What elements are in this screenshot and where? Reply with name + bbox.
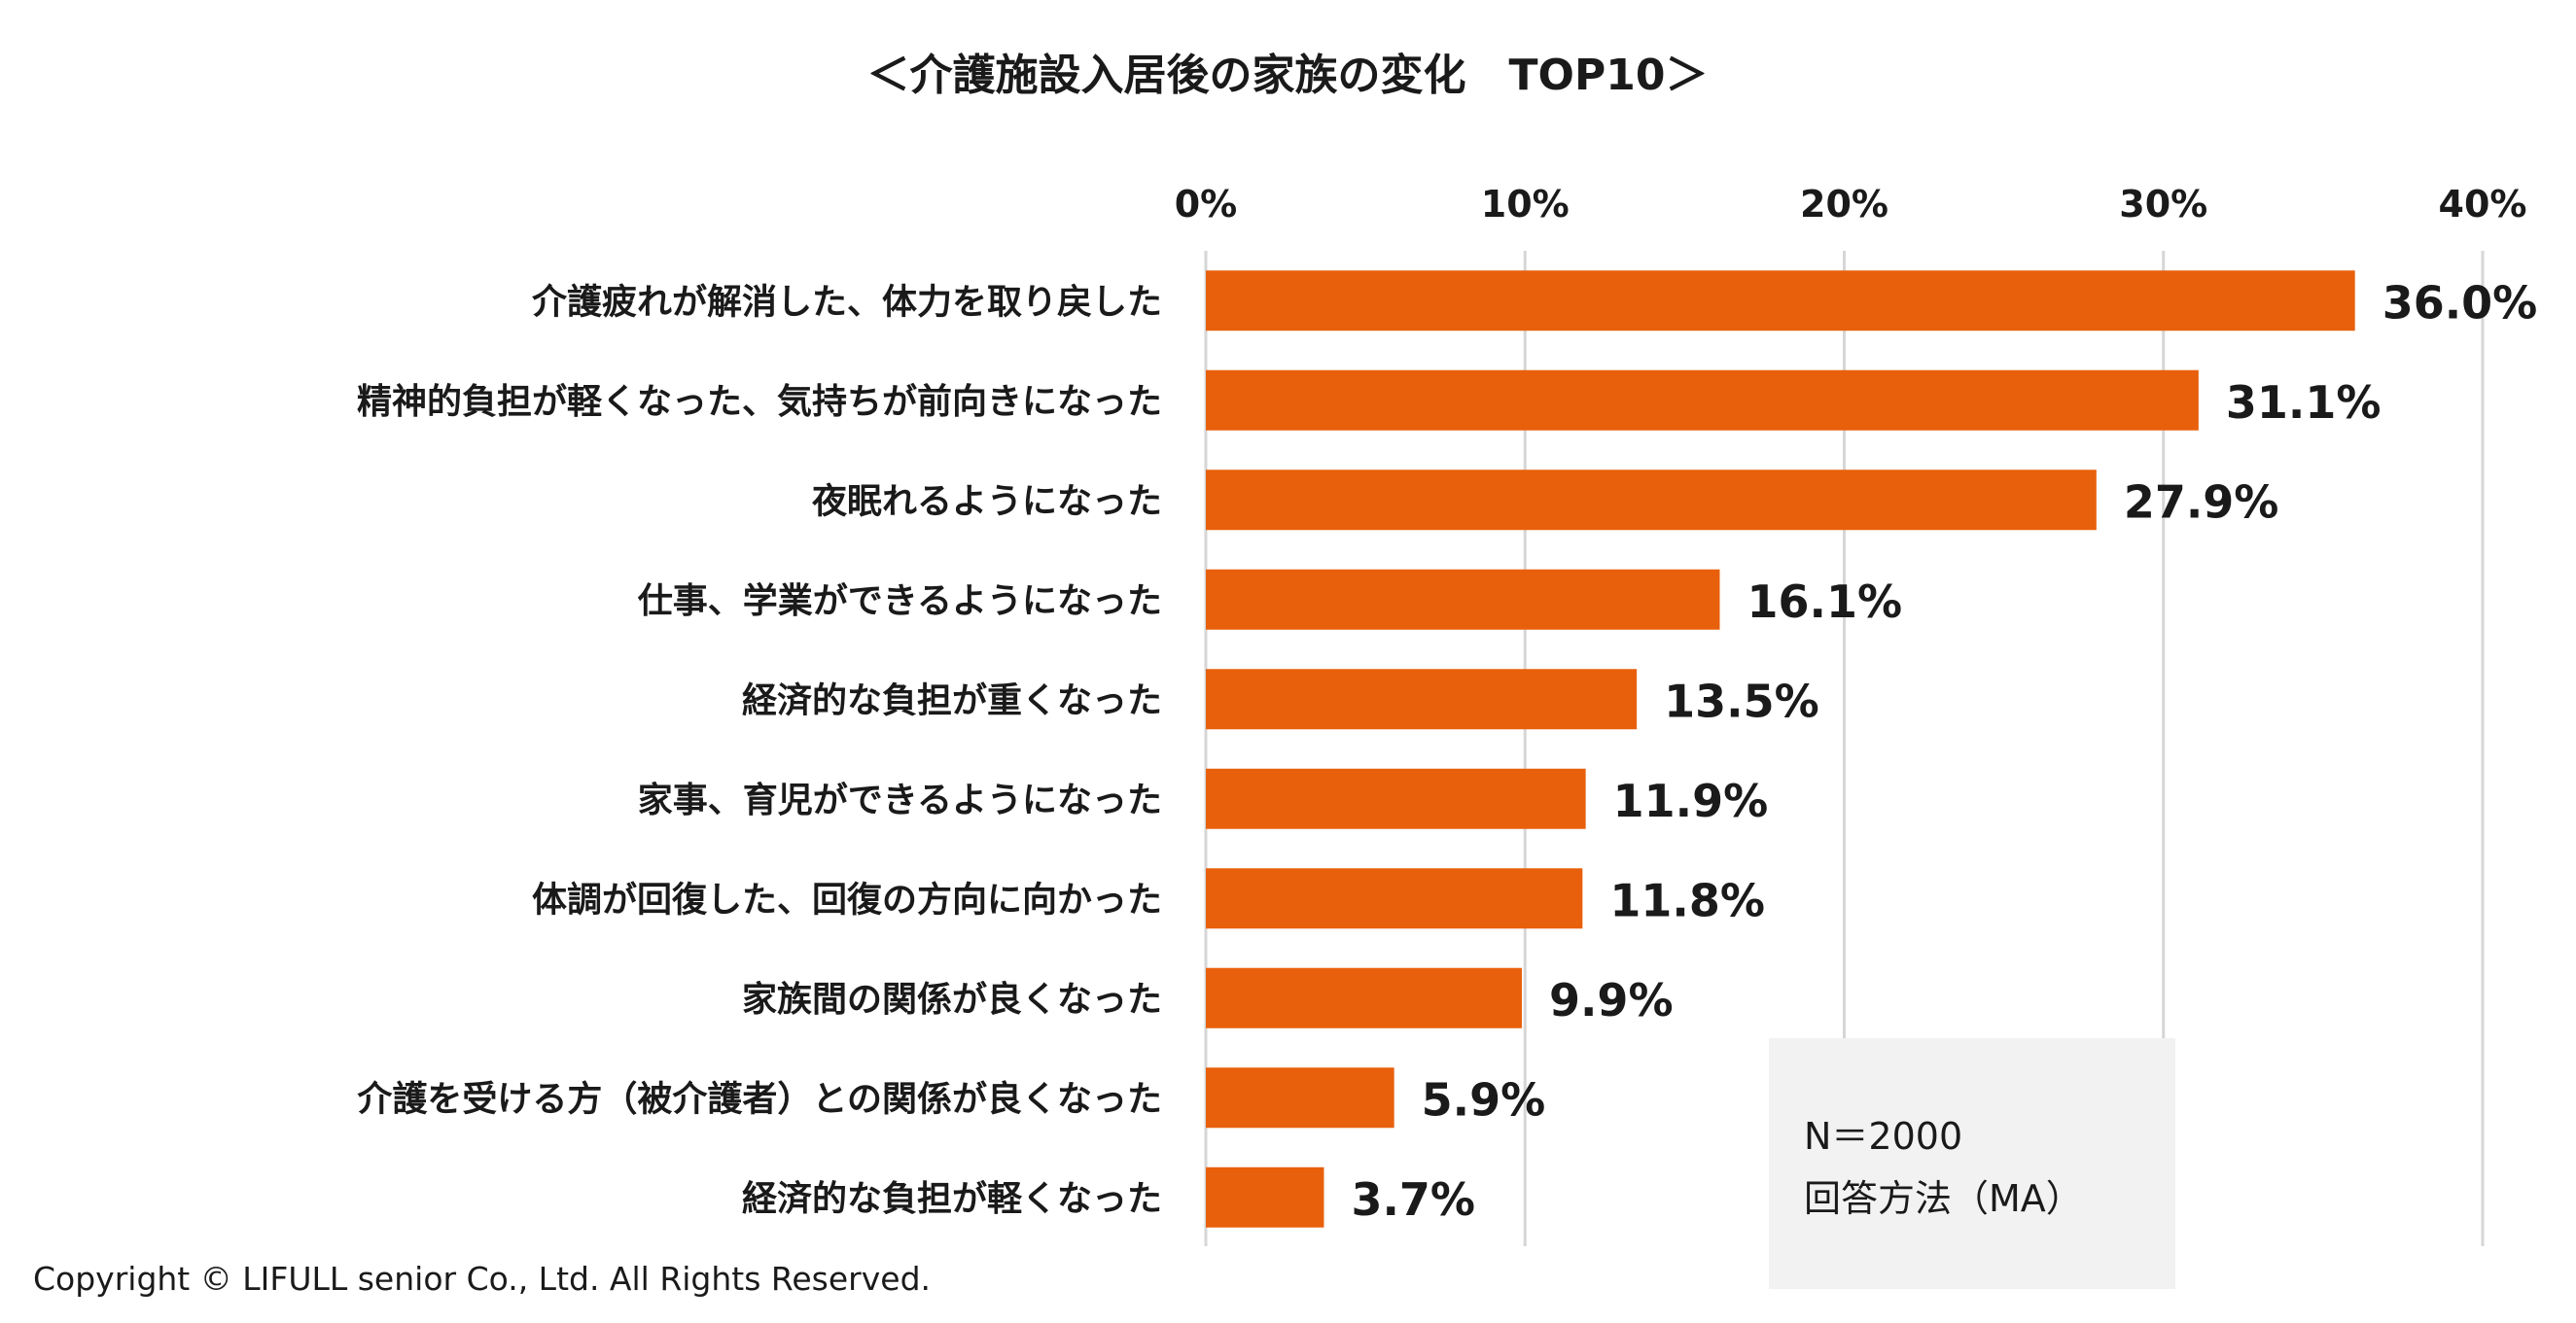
data-label: 27.9% <box>2124 475 2279 528</box>
data-label: 13.5% <box>1664 675 1819 727</box>
x-tick-label: 0% <box>1175 183 1238 226</box>
category-label: 家族間の関係が良くなった <box>742 980 1162 1020</box>
x-tick-label: 20% <box>1800 183 1888 226</box>
answer-method-text: 回答方法（MA） <box>1804 1177 2083 1220</box>
category-label: 体調が回復した、回復の方向に向かった <box>532 880 1162 920</box>
category-label: 介護疲れが解消した、体力を取り戻した <box>532 282 1162 322</box>
category-label: 夜眠れるようになった <box>811 481 1162 521</box>
sample-size-text: N＝2000 <box>1804 1115 1963 1158</box>
bar <box>1206 967 1522 1028</box>
x-tick-label: 10% <box>1481 183 1570 226</box>
x-tick-label: 40% <box>2439 183 2527 226</box>
bar <box>1206 868 1583 929</box>
category-label: 介護を受ける方（被介護者）との関係が良くなった <box>357 1079 1162 1119</box>
bar <box>1206 369 2199 431</box>
chart-title: ＜介護施設入居後の家族の変化 TOP10＞ <box>867 51 1709 100</box>
bar <box>1206 768 1586 829</box>
category-label: 精神的負担が軽くなった、気持ちが前向きになった <box>357 382 1162 422</box>
bar <box>1206 669 1638 730</box>
data-label: 11.9% <box>1613 775 1769 827</box>
bar <box>1206 1166 1324 1228</box>
bar <box>1206 1067 1394 1129</box>
bars <box>1206 270 2355 1228</box>
data-label: 11.8% <box>1609 874 1765 926</box>
category-label: 経済的な負担が重くなった <box>742 680 1162 720</box>
category-labels: 介護疲れが解消した、体力を取り戻した精神的負担が軽くなった、気持ちが前向きになっ… <box>357 282 1162 1219</box>
x-tick-label: 30% <box>2119 183 2207 226</box>
bar <box>1206 470 2097 531</box>
value-labels: 36.0%31.1% 27.9% 16.1% 13.5% 11.9% 11.8% 9.9%5… <box>1351 276 2537 1226</box>
category-label: 仕事、学業ができるようになった <box>638 580 1162 621</box>
data-label: 36.0% <box>2382 276 2538 329</box>
bar <box>1206 569 1720 630</box>
copyright-text: Copyright © LIFULL senior Co., Ltd. All … <box>33 1260 932 1298</box>
data-label: 5.9% <box>1422 1073 1546 1126</box>
category-label: 家事、育児ができるようになった <box>638 781 1162 820</box>
x-axis-ticks: 0% 10% 20% 30% 40% <box>1175 183 2527 226</box>
bar <box>1206 270 2355 331</box>
category-label: 経済的な負担が軽くなった <box>742 1179 1162 1219</box>
data-label: 9.9% <box>1549 974 1674 1027</box>
data-label: 3.7% <box>1351 1173 1475 1226</box>
sample-note-box: N＝2000 回答方法（MA） <box>1769 1038 2175 1289</box>
data-label: 16.1% <box>1747 575 1902 628</box>
data-label: 31.1% <box>2226 376 2382 429</box>
